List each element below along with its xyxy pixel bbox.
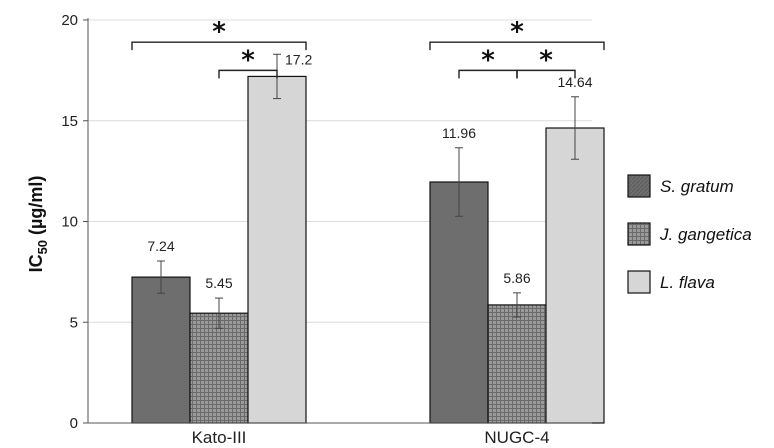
legend-swatch [627, 270, 651, 294]
x-tick-label: NUGC-4 [484, 428, 549, 447]
significance-star: * [510, 17, 524, 47]
y-tick-label: 5 [70, 314, 78, 331]
y-tick-label: 20 [61, 12, 78, 29]
y-tick-label: 15 [61, 113, 78, 130]
significance-bracket [516, 69, 576, 79]
legend-label: L. flava [660, 273, 715, 292]
data-label: 14.64 [557, 74, 592, 90]
significance-star: * [539, 45, 553, 75]
data-label: 5.45 [205, 275, 232, 291]
significance-bracket [429, 41, 605, 51]
axes: 0 5 10 15 20 Kato-III NUGC-4 [61, 12, 592, 447]
bar [247, 75, 307, 424]
bar [487, 304, 547, 424]
significance-star: * [212, 17, 226, 47]
legend-swatch [627, 222, 651, 246]
significance-brackets: * * * * * [131, 17, 605, 79]
data-label: 7.24 [147, 238, 174, 254]
y-tick-label: 10 [61, 214, 78, 231]
bar [545, 127, 605, 424]
data-label: 5.86 [503, 270, 530, 286]
significance-bracket [218, 69, 278, 79]
data-label: 17.2 [285, 51, 312, 67]
legend-label: J. gangetica [659, 225, 752, 244]
legend-swatch [627, 174, 651, 198]
significance-star: * [241, 45, 255, 75]
x-tick-label: Kato-III [192, 428, 247, 447]
data-labels: 7.24 5.45 17.2 11.96 5.86 14.64 [147, 51, 592, 291]
legend-label: S. gratum [660, 177, 734, 196]
significance-star: * [481, 45, 495, 75]
significance-bracket [131, 41, 307, 51]
bars [131, 53, 605, 424]
data-label: 11.96 [442, 125, 476, 141]
bar [429, 181, 489, 424]
legend: S. gratum J. gangetica L. flava [627, 174, 752, 294]
bar [189, 312, 249, 424]
bar [131, 276, 191, 424]
y-tick-label: 0 [70, 415, 78, 432]
y-axis-label: IC50 (µg/ml) [26, 176, 50, 273]
